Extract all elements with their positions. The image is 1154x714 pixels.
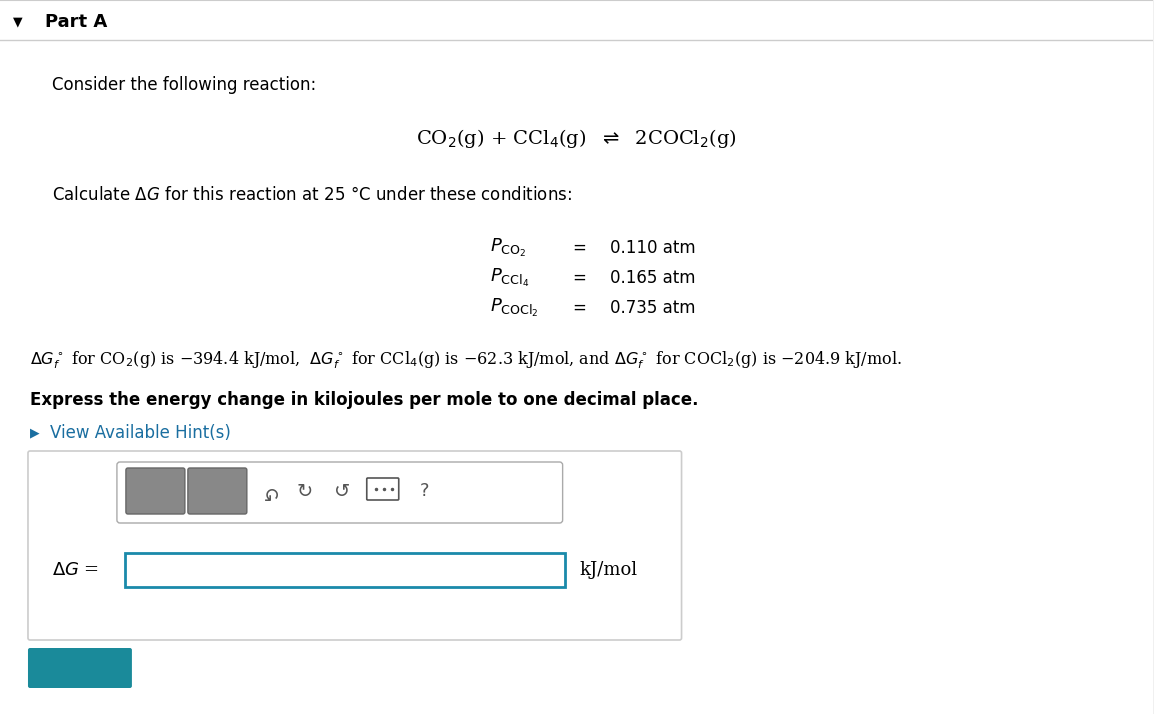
Text: ?: ?	[420, 482, 429, 500]
FancyBboxPatch shape	[125, 553, 564, 587]
Text: =: =	[572, 269, 586, 287]
Text: $P_{\mathrm{CCl_4}}$: $P_{\mathrm{CCl_4}}$	[489, 267, 529, 289]
Text: 0.110 atm: 0.110 atm	[609, 239, 695, 257]
Text: $P_{\mathrm{COCl_2}}$: $P_{\mathrm{COCl_2}}$	[489, 297, 539, 319]
Text: ↺: ↺	[334, 481, 350, 501]
Text: Part A: Part A	[45, 13, 107, 31]
FancyBboxPatch shape	[117, 462, 563, 523]
Text: □√□: □√□	[141, 486, 168, 496]
Text: Express the energy change in kilojoules per mole to one decimal place.: Express the energy change in kilojoules …	[30, 391, 698, 409]
Text: Calculate $\Delta G$ for this reaction at 25 °C under these conditions:: Calculate $\Delta G$ for this reaction a…	[52, 186, 572, 204]
Text: View Available Hint(s): View Available Hint(s)	[50, 424, 231, 442]
Text: ↺: ↺	[260, 481, 276, 501]
Text: CO$_2$(g) + CCl$_4$(g)  $\rightleftharpoons$  2COCl$_2$(g): CO$_2$(g) + CCl$_4$(g) $\rightleftharpoo…	[417, 126, 737, 149]
Text: $\Delta G^\circ_f$ for CO$_2$(g) is $-$394.4 kJ/mol,  $\Delta G^\circ_f$ for CCl: $\Delta G^\circ_f$ for CO$_2$(g) is $-$3…	[30, 349, 901, 371]
FancyBboxPatch shape	[188, 468, 247, 514]
FancyBboxPatch shape	[28, 451, 682, 640]
Text: AΣφ: AΣφ	[205, 485, 230, 498]
Text: ▶: ▶	[30, 426, 39, 440]
Text: =: =	[572, 299, 586, 317]
Text: Consider the following reaction:: Consider the following reaction:	[52, 76, 316, 94]
Text: ↻: ↻	[297, 481, 313, 501]
Text: kJ/mol: kJ/mol	[579, 561, 638, 579]
Text: Submit: Submit	[46, 659, 113, 677]
Text: 0.735 atm: 0.735 atm	[609, 299, 695, 317]
FancyBboxPatch shape	[28, 648, 132, 688]
Text: =: =	[572, 239, 586, 257]
FancyBboxPatch shape	[126, 468, 185, 514]
Text: $P_{\mathrm{CO_2}}$: $P_{\mathrm{CO_2}}$	[489, 237, 526, 259]
Text: 0.165 atm: 0.165 atm	[609, 269, 695, 287]
Text: $\Delta G$ =: $\Delta G$ =	[52, 561, 99, 579]
Text: ▼: ▼	[13, 16, 23, 29]
